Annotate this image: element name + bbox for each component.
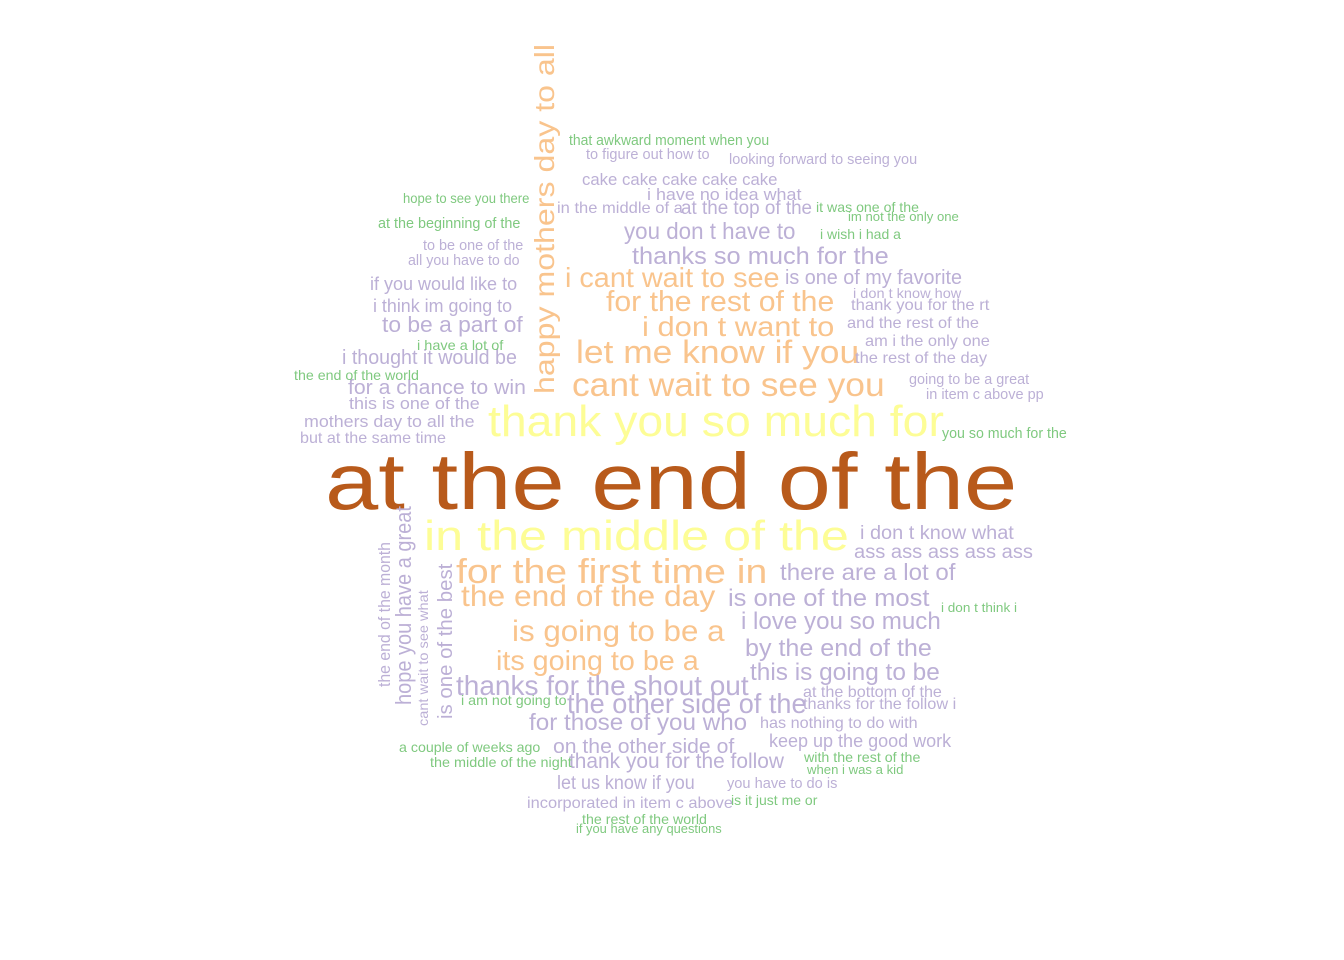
word-1: thank you so much for	[488, 397, 944, 446]
word-45: cake cake cake cake cake	[582, 170, 778, 189]
word-69: the end of the world	[294, 367, 419, 383]
word-0: at the end of the	[325, 437, 1018, 526]
word-4: let me know if you	[576, 334, 860, 370]
word-6: for the first time in	[456, 553, 768, 591]
word-17: the other side of the	[567, 688, 807, 719]
word-25: by the end of the	[745, 635, 932, 662]
word-23: is one of the most	[728, 585, 930, 612]
word-5: cant wait to see you	[572, 366, 885, 403]
word-54: am i the only one	[865, 333, 990, 350]
word-50: looking forward to seeing you	[729, 151, 918, 168]
word-8: is going to be a	[512, 615, 725, 648]
word-48: at the top of the	[681, 198, 813, 219]
word-27: there are a lot of	[780, 559, 956, 585]
word-11: for the rest of the	[606, 286, 835, 318]
word-79: if you have any questions	[576, 821, 722, 836]
word-41: if you would like to	[370, 274, 518, 294]
word-53: and the rest of the	[847, 315, 979, 332]
word-56: going to be a great	[909, 371, 1030, 388]
word-10: i cant wait to see	[565, 262, 780, 293]
word-46: i have no idea what	[647, 185, 802, 204]
word-58: hope you have a great	[391, 506, 416, 705]
word-72: i am not going to	[461, 692, 567, 708]
word-64: at the beginning of the	[378, 215, 521, 232]
word-32: at the bottom of the	[803, 684, 942, 701]
word-34: you have to do is	[727, 775, 838, 792]
word-70: you so much for the	[942, 425, 1067, 442]
word-78: the rest of the world	[582, 811, 707, 827]
word-47: in the middle of a	[557, 200, 683, 217]
word-12: i don t want to	[642, 311, 835, 342]
word-75: with the rest of the	[804, 749, 921, 765]
word-77: is it just me or	[731, 792, 818, 808]
word-7: the end of the day	[461, 580, 716, 613]
word-60: the end of the month	[375, 542, 394, 687]
word-42: i think im going to	[373, 296, 513, 316]
word-21: let us know if you	[557, 773, 695, 794]
word-30: keep up the good work	[769, 731, 952, 751]
word-61: cant wait to see what	[415, 590, 431, 726]
word-40: but at the same time	[300, 430, 446, 447]
word-49: to figure out how to	[586, 146, 710, 163]
word-67: i wish i had a	[820, 226, 901, 242]
word-59: is one of the best	[435, 563, 457, 719]
word-36: i thought it would be	[342, 347, 517, 369]
word-66: im not the only one	[848, 209, 959, 224]
word-55: the rest of the day	[855, 350, 988, 367]
word-19: on the other side of	[553, 736, 735, 758]
word-29: ass ass ass ass ass	[854, 542, 1033, 563]
word-65: it was one of the	[816, 199, 919, 215]
word-13: thanks so much for the	[632, 243, 889, 270]
word-24: i love you so much	[741, 608, 941, 635]
word-52: thank you for the rt	[851, 297, 990, 314]
word-3: happy mothers day to all	[529, 43, 560, 395]
word-57: in item c above pp	[926, 386, 1044, 403]
word-68: i have a lot of	[417, 337, 504, 353]
word-33: thanks for the follow i	[803, 696, 957, 713]
word-73: a couple of weeks ago	[399, 739, 541, 755]
word-39: mothers day to all the	[304, 412, 475, 431]
word-26: this is going to be	[750, 659, 940, 686]
word-18: for those of you who	[529, 709, 748, 735]
word-44: all you have to do	[408, 252, 520, 269]
word-31: has nothing to do with	[760, 715, 918, 732]
word-22: incorporated in item c above	[527, 795, 733, 812]
word-76: when i was a kid	[807, 762, 904, 777]
word-37: for a chance to win	[348, 377, 526, 399]
word-71: i don t think i	[941, 600, 1017, 615]
word-15: is one of my favorite	[785, 267, 962, 289]
word-62: that awkward moment when you	[569, 132, 770, 149]
word-63: hope to see you there	[403, 190, 530, 206]
word-51: i don t know how	[853, 285, 962, 301]
word-16: thanks for the shout out	[456, 670, 749, 701]
word-43: to be one of the	[423, 237, 524, 254]
word-9: its going to be a	[496, 645, 699, 676]
word-14: you don t have to	[624, 218, 796, 244]
word-74: the middle of the night	[430, 754, 572, 770]
word-28: i don t know what	[860, 523, 1014, 544]
word-20: thank you for the follow	[569, 750, 784, 773]
word-35: to be a part of	[382, 312, 523, 337]
word-2: in the middle of the	[424, 512, 849, 559]
word-38: this is one of the	[349, 394, 480, 413]
